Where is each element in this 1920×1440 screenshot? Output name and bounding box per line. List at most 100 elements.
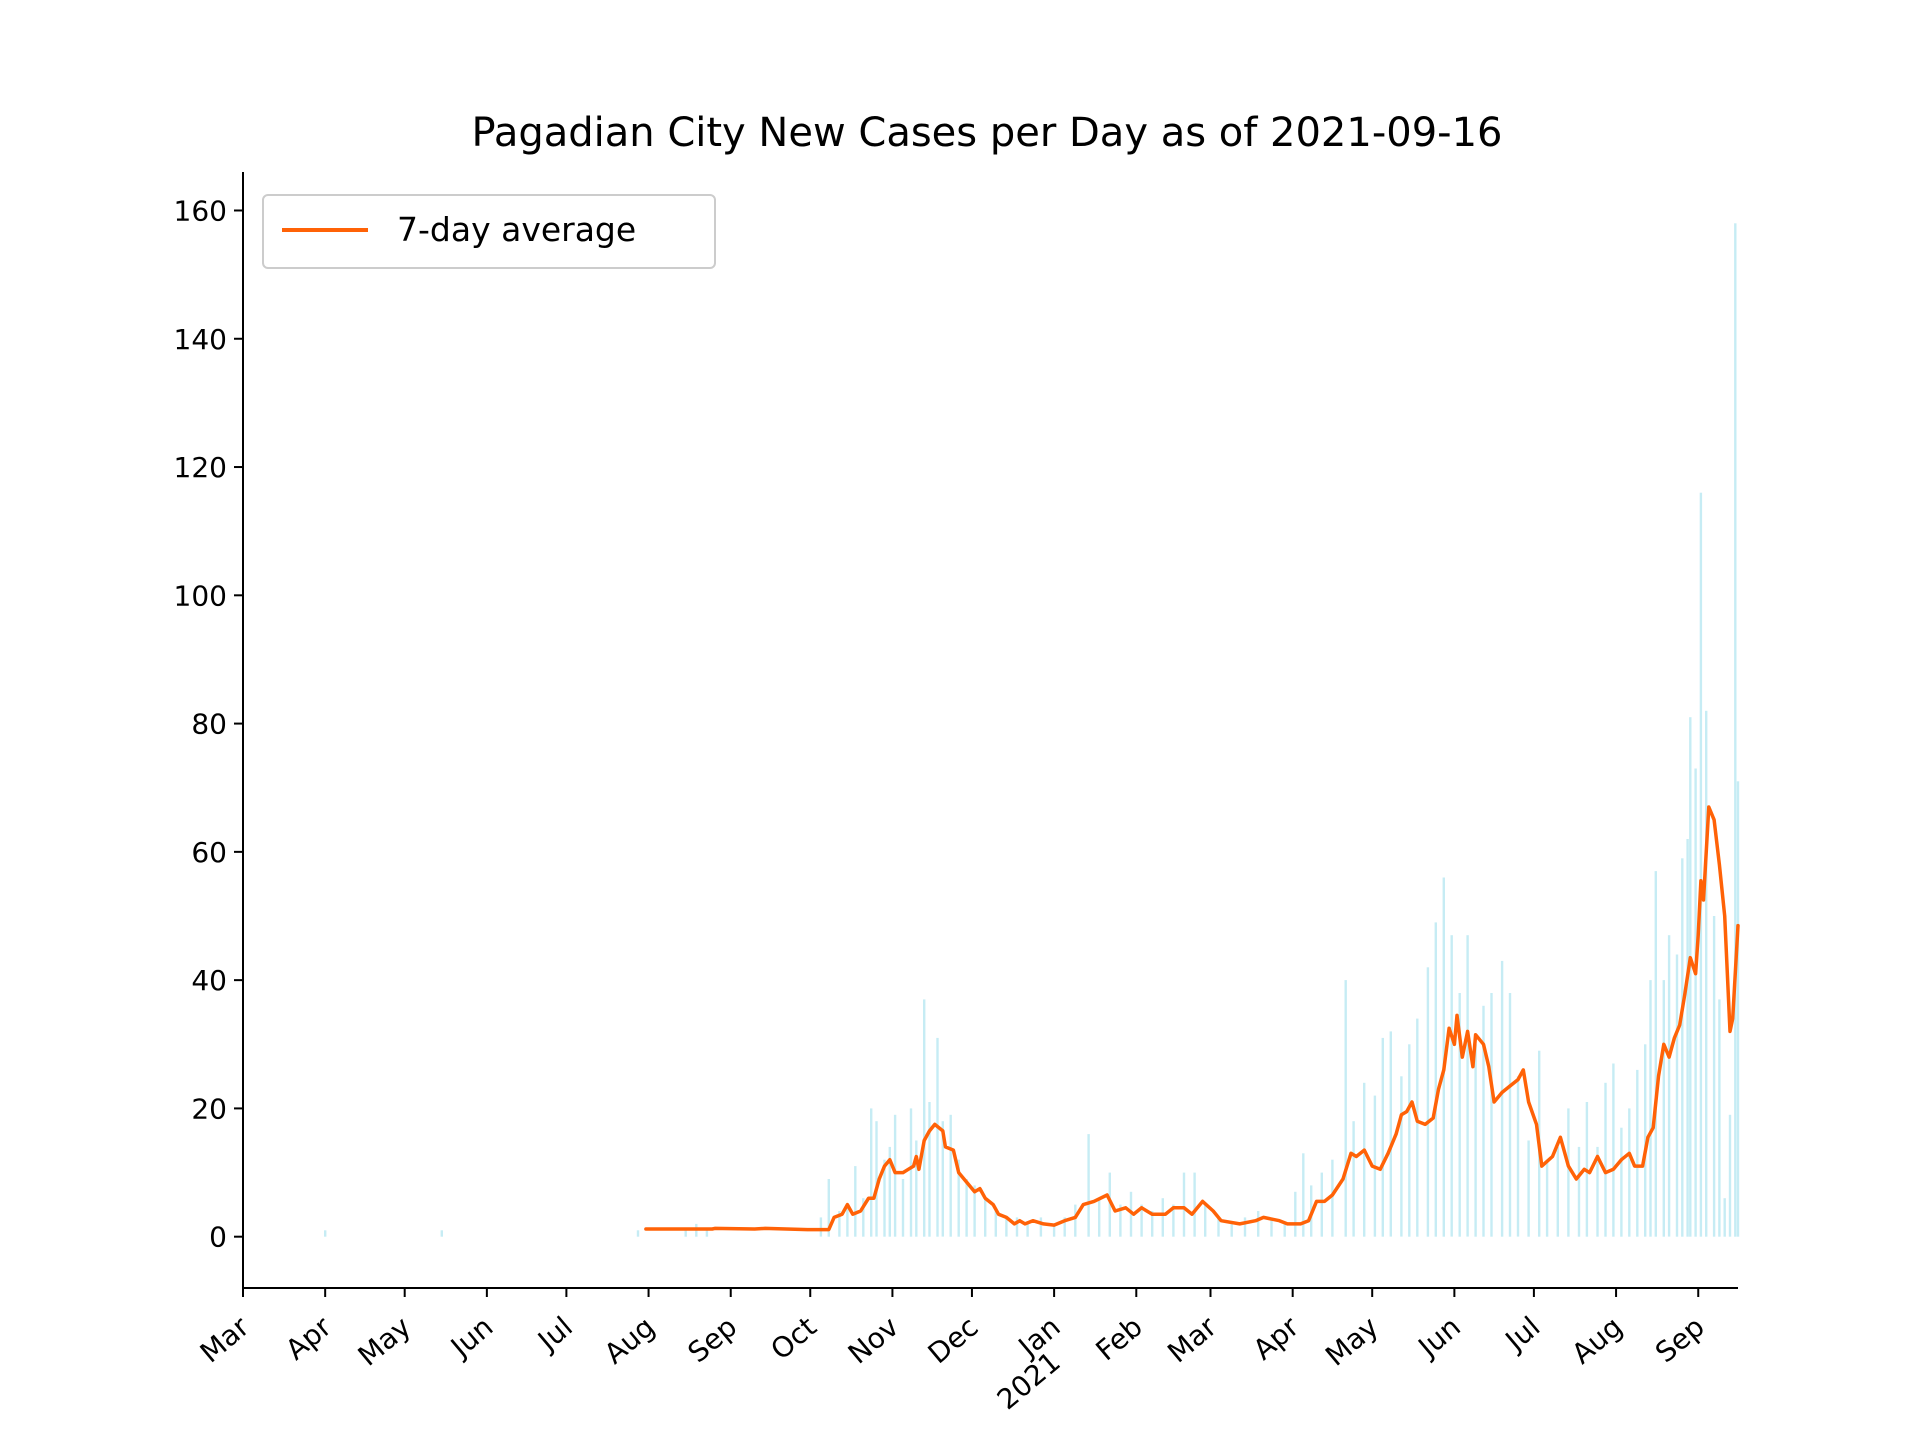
- case-bar: [854, 1166, 857, 1237]
- case-bar: [1490, 993, 1493, 1237]
- case-bar: [1675, 954, 1679, 1237]
- case-bar: [1434, 922, 1437, 1237]
- case-bar: [1270, 1217, 1273, 1237]
- case-bar: [1331, 1159, 1334, 1237]
- case-bar: [1577, 1146, 1581, 1237]
- case-bar: [1712, 916, 1716, 1237]
- y-tick-label: 40: [191, 964, 227, 997]
- legend-label: 7-day average: [397, 210, 636, 249]
- case-bar: [1516, 1076, 1520, 1237]
- case-bar: [909, 1108, 913, 1237]
- case-bar: [1649, 980, 1652, 1237]
- case-bar: [1320, 1172, 1323, 1237]
- case-bar: [1628, 1108, 1631, 1237]
- y-tick-label: 160: [174, 194, 227, 227]
- case-bar: [1474, 1044, 1477, 1237]
- legend-box: [262, 194, 716, 269]
- case-bar: [636, 1230, 640, 1237]
- case-bar: [1108, 1172, 1111, 1237]
- case-bar: [1140, 1204, 1143, 1237]
- case-bar: [1039, 1217, 1043, 1237]
- case-bar: [819, 1217, 823, 1237]
- case-bar: [1352, 1121, 1355, 1237]
- case-bar: [1450, 935, 1453, 1237]
- case-bar: [941, 1121, 944, 1237]
- case-bar: [888, 1146, 891, 1237]
- case-bar: [1686, 839, 1689, 1237]
- case-bar: [846, 1204, 849, 1237]
- case-bar: [1596, 1146, 1599, 1237]
- y-tick-label: 0: [209, 1221, 227, 1254]
- case-bar: [1705, 710, 1708, 1237]
- y-tick-label: 120: [174, 451, 227, 484]
- case-bar: [1193, 1172, 1196, 1237]
- y-tick-label: 60: [191, 836, 227, 869]
- case-bar: [973, 1185, 976, 1237]
- seven-day-average-line: [644, 805, 1740, 1232]
- case-bar: [1243, 1217, 1247, 1237]
- case-bar: [984, 1198, 987, 1237]
- case-bar: [1718, 999, 1721, 1237]
- case-bar: [893, 1114, 897, 1237]
- seven-day-average-layer: [644, 805, 1740, 1232]
- case-bar: [1567, 1108, 1570, 1237]
- case-bar: [1204, 1204, 1207, 1237]
- case-bar: [994, 1211, 997, 1237]
- y-tick-label: 80: [191, 708, 227, 741]
- case-bar: [1636, 1069, 1639, 1237]
- case-bar: [1620, 1127, 1623, 1237]
- case-bar: [1005, 1217, 1008, 1237]
- case-bar: [1604, 1082, 1607, 1237]
- case-bar: [838, 1211, 841, 1237]
- case-bar: [957, 1159, 960, 1237]
- case-bar: [827, 1179, 830, 1237]
- case-bar: [1363, 1082, 1366, 1237]
- case-bar: [915, 1140, 918, 1237]
- case-bar: [1283, 1223, 1286, 1237]
- case-bar: [1736, 781, 1740, 1237]
- case-bar: [1182, 1172, 1186, 1237]
- case-bar: [1302, 1153, 1305, 1237]
- case-bar: [1087, 1134, 1090, 1237]
- case-bar: [1119, 1204, 1122, 1237]
- case-bar: [928, 1102, 931, 1237]
- case-bar: [862, 1198, 865, 1237]
- case-bar: [1699, 492, 1703, 1237]
- case-bar: [1172, 1204, 1175, 1237]
- case-bar: [1400, 1076, 1403, 1237]
- case-bar: [1015, 1217, 1019, 1237]
- case-bar: [1381, 1037, 1384, 1237]
- y-tick-label: 140: [174, 323, 227, 356]
- chart-title: Pagadian City New Cases per Day as of 20…: [472, 110, 1503, 156]
- case-bar: [1556, 1146, 1559, 1237]
- case-bar: [684, 1230, 687, 1237]
- case-bar: [1466, 935, 1469, 1237]
- case-bar: [1230, 1223, 1233, 1237]
- case-bar: [1612, 1063, 1615, 1237]
- case-bar: [1026, 1223, 1029, 1237]
- case-bar: [324, 1230, 327, 1237]
- case-bar: [1389, 1031, 1392, 1237]
- case-bar: [1416, 1018, 1419, 1237]
- case-bar: [1667, 935, 1671, 1237]
- case-bar: [1426, 967, 1430, 1237]
- case-bar: [949, 1114, 952, 1237]
- case-bar: [1217, 1217, 1220, 1237]
- case-bar: [1545, 1159, 1549, 1237]
- y-tick-label: 100: [174, 579, 227, 612]
- case-bar: [1063, 1217, 1066, 1237]
- case-bar: [1458, 993, 1461, 1237]
- case-bar: [1689, 717, 1692, 1237]
- case-bar: [1527, 1140, 1530, 1237]
- legend: 7-day average: [262, 194, 716, 269]
- case-bar: [1662, 980, 1665, 1237]
- case-bar: [1508, 993, 1512, 1237]
- case-bar: [1408, 1044, 1411, 1237]
- case-bar: [965, 1179, 968, 1237]
- case-bar: [1161, 1198, 1164, 1237]
- case-bar: [705, 1230, 709, 1237]
- case-bar: [1500, 960, 1504, 1237]
- case-bar: [1074, 1204, 1077, 1237]
- case-bar: [1734, 223, 1737, 1237]
